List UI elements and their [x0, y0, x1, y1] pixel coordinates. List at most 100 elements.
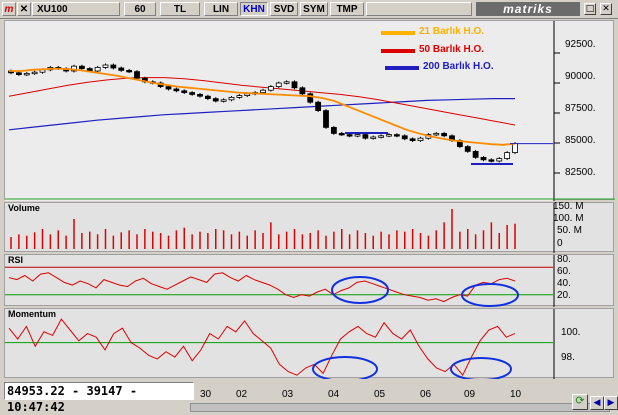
candle [15, 72, 22, 75]
candle [165, 86, 172, 90]
tmp-button[interactable]: TMP [330, 2, 364, 16]
momentum-chart [5, 309, 555, 379]
price-tick-label: 82500. [565, 167, 596, 178]
candle [291, 81, 298, 89]
momentum-line [8, 318, 516, 377]
currency-button[interactable]: TL [160, 2, 200, 16]
volume-panel[interactable]: Volume 150. M 100. M 50. M 0 [4, 201, 614, 253]
legend-label-50: 50 Barlık H.O. [419, 44, 485, 55]
period-button[interactable]: 60 [124, 2, 156, 16]
candle [480, 156, 487, 161]
candle [275, 82, 282, 87]
volume-tick-label: 50. M [557, 225, 583, 236]
candle [362, 134, 369, 139]
x-axis-label: 02 [236, 389, 248, 400]
candle [504, 152, 511, 160]
candle [78, 65, 85, 70]
candle [401, 135, 408, 140]
candle [31, 71, 38, 75]
candle [236, 95, 243, 98]
sym-button[interactable]: SYM [300, 2, 328, 16]
momentum-title: Momentum [8, 309, 56, 319]
candle [409, 138, 416, 142]
candle [488, 159, 495, 162]
candle [338, 133, 345, 136]
momentum-tick-label: 98. [561, 352, 575, 363]
candle [323, 110, 329, 128]
volume-title: Volume [8, 203, 40, 213]
volume-tick-label: 0 [557, 238, 563, 249]
x-axis-label: 03 [282, 389, 294, 400]
x-axis-label: 30 [200, 389, 212, 400]
candle [244, 93, 251, 97]
ma21-line [9, 67, 516, 146]
x-axis-label: 05 [374, 389, 386, 400]
momentum-tick-label: 100. [561, 327, 581, 338]
volume-chart [10, 203, 555, 253]
candle [173, 88, 180, 92]
candle [433, 133, 440, 136]
close-icon[interactable]: ✕ [600, 3, 612, 15]
svd-button[interactable]: SVD [270, 2, 298, 16]
momentum-panel[interactable]: Momentum 100. 98. [4, 308, 614, 379]
candle [181, 90, 188, 94]
horizontal-scrollbar[interactable] [190, 403, 610, 412]
price-plot-area [5, 21, 553, 201]
candle [417, 137, 424, 141]
cursor-readout: 84953.22 - 39147 - 10:47:42 [4, 382, 194, 414]
candle [370, 136, 377, 139]
menu-button[interactable]: m [2, 2, 16, 16]
candle [212, 98, 219, 102]
candle [283, 81, 290, 84]
legend-swatch-50 [381, 49, 415, 53]
chart-mode-button[interactable]: KHN [240, 2, 268, 16]
candle [134, 71, 140, 79]
candle [189, 92, 196, 95]
close-symbol-icon[interactable]: ✕ [17, 2, 31, 16]
candle [496, 158, 503, 162]
candle [126, 70, 133, 73]
scale-button[interactable]: LIN [204, 2, 238, 16]
candle [260, 89, 266, 93]
candle [307, 93, 314, 103]
candle [441, 133, 448, 137]
candle [315, 101, 322, 111]
maximize-icon[interactable]: □ [584, 3, 596, 15]
candle [354, 134, 361, 137]
candle [330, 127, 337, 134]
x-axis-label: 10 [510, 389, 522, 400]
legend-label-200: 200 Barlık H.O. [423, 61, 494, 72]
price-panel[interactable]: 92500. 90000. 87500. 85000. 82500. 21 Ba… [4, 20, 615, 201]
candle [378, 135, 385, 138]
candle [94, 67, 101, 72]
candle [23, 73, 30, 76]
rsi-highlight-circle [331, 276, 389, 304]
matriks-logo: matriks [476, 2, 580, 16]
x-axis-label: 06 [420, 389, 432, 400]
rsi-line [8, 272, 516, 303]
rsi-title: RSI [8, 255, 24, 265]
candle [118, 67, 125, 71]
candle [102, 64, 109, 68]
price-tick-label: 92500. [565, 39, 596, 50]
toolbar-spacer [366, 2, 472, 16]
momentum-highlight-circle [450, 357, 512, 379]
symbol-field[interactable]: XU100 [32, 2, 120, 16]
scroll-right-icon[interactable]: ▶ [604, 396, 618, 410]
toolbar: m ✕ XU100 60 TL LIN KHN SVD SYM TMP matr… [0, 0, 618, 19]
legend-swatch-200 [385, 66, 419, 70]
legend: 21 Barlık H.O. 50 Barlık H.O. 200 Barlık… [381, 26, 531, 76]
rsi-tick-label: 80. [557, 254, 571, 265]
price-tick-label: 87500. [565, 103, 596, 114]
candle [267, 86, 274, 91]
refresh-icon[interactable]: ⟳ [572, 394, 588, 410]
candle [228, 97, 235, 101]
scroll-left-icon[interactable]: ◀ [590, 396, 604, 410]
candle [197, 94, 203, 97]
volume-tick-label: 100. M [553, 213, 584, 224]
price-tick-label: 85000. [565, 135, 596, 146]
rsi-panel[interactable]: RSI 80. 60. 40. 20. [4, 254, 614, 307]
x-axis-label: 04 [328, 389, 340, 400]
candle [299, 87, 306, 95]
